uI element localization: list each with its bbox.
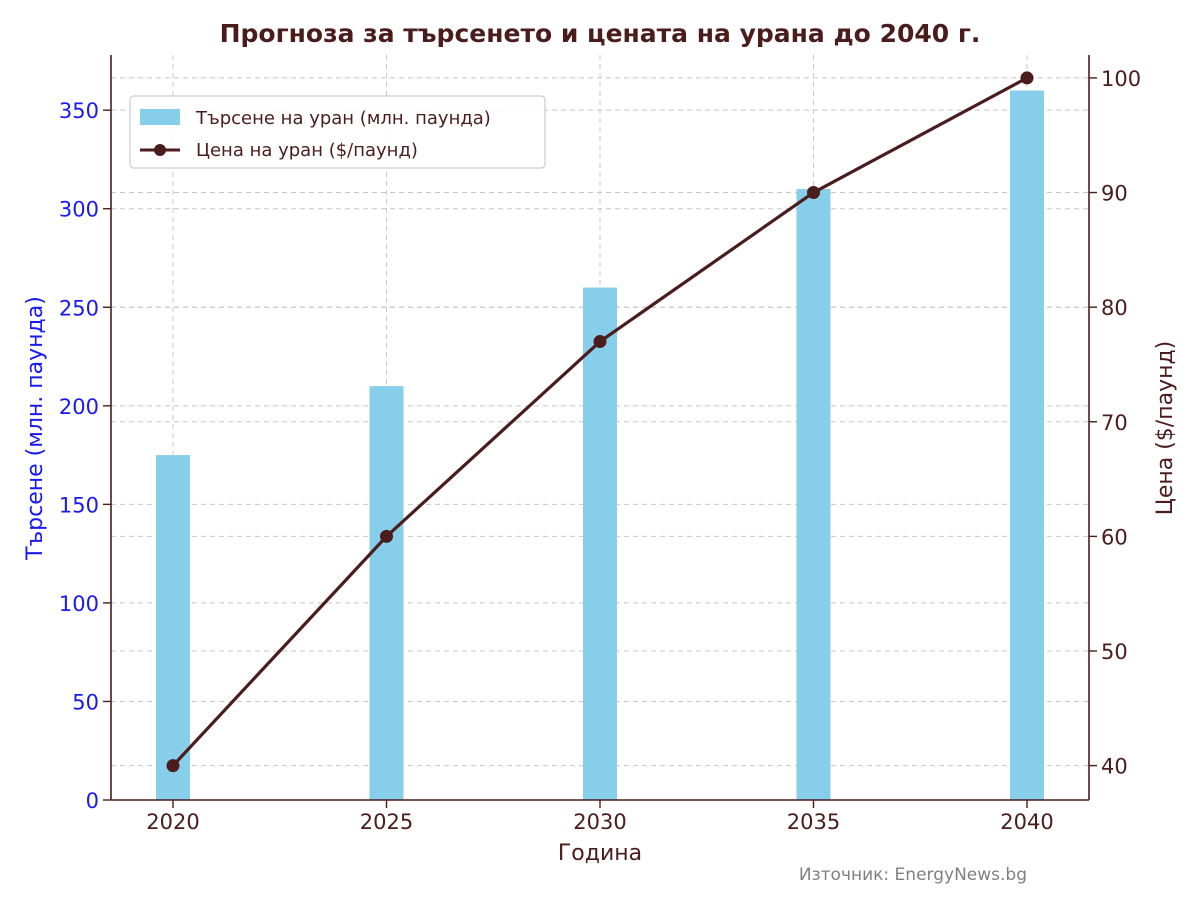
y-left-tick-label: 100 xyxy=(59,592,99,616)
line-point xyxy=(166,759,180,773)
line-point xyxy=(807,186,820,200)
legend-frame xyxy=(129,95,546,169)
line-point xyxy=(593,335,607,349)
axes: 2020 2025 2030 2035 2040 0 50 100 150 200 250 300 35… xyxy=(59,55,1141,834)
x-tick-label: 2025 xyxy=(360,810,413,834)
legend-line-marker xyxy=(154,144,166,156)
legend-bar-label: Търсене на уран (млн. паунда) xyxy=(195,108,491,129)
y-left-tick-label: 250 xyxy=(59,296,99,320)
y-left-tick-label: 300 xyxy=(59,198,99,222)
bar-series xyxy=(156,90,1044,800)
y-left-tick-label: 150 xyxy=(59,493,99,517)
chart-title: Прогноза за търсенето и цената на урана … xyxy=(220,19,981,48)
y-right-tick-label: 90 xyxy=(1101,182,1128,206)
line-point xyxy=(380,529,393,543)
line-series xyxy=(166,71,1034,773)
y-left-tick-label: 350 xyxy=(59,99,99,123)
bar xyxy=(796,189,831,800)
y-right-tick-label: 100 xyxy=(1101,67,1141,91)
y-axis-left-label: Търсене (млн. паунда) xyxy=(23,296,48,561)
y-right-tick-label: 40 xyxy=(1101,755,1128,779)
line-point xyxy=(1020,71,1034,85)
bar xyxy=(1010,90,1044,800)
y-axis-right-label: Цена ($/паунд) xyxy=(1153,341,1178,516)
bar xyxy=(583,287,617,800)
bar xyxy=(369,386,404,800)
y-right-tick-label: 70 xyxy=(1101,411,1128,435)
x-axis-label: Година xyxy=(558,841,642,866)
legend-line-label: Цена на уран ($/паунд) xyxy=(196,140,418,161)
y-right-tick-label: 50 xyxy=(1101,640,1128,664)
legend-bar-swatch xyxy=(140,109,180,125)
legend: Търсене на уран (млн. паунда) Цена на ур… xyxy=(129,95,546,169)
y-right-tick-label: 60 xyxy=(1101,525,1128,549)
x-tick-label: 2040 xyxy=(1000,810,1053,834)
x-tick-label: 2030 xyxy=(573,810,626,834)
y-left-tick-label: 50 xyxy=(72,690,99,714)
x-tick-label: 2020 xyxy=(146,810,199,834)
y-left-tick-label: 0 xyxy=(86,789,99,813)
x-tick-label: 2035 xyxy=(787,810,840,834)
source-note: Източник: EnergyNews.bg xyxy=(799,865,1027,885)
bar xyxy=(156,455,190,800)
y-left-tick-label: 200 xyxy=(59,395,99,419)
y-right-tick-label: 80 xyxy=(1101,296,1128,320)
